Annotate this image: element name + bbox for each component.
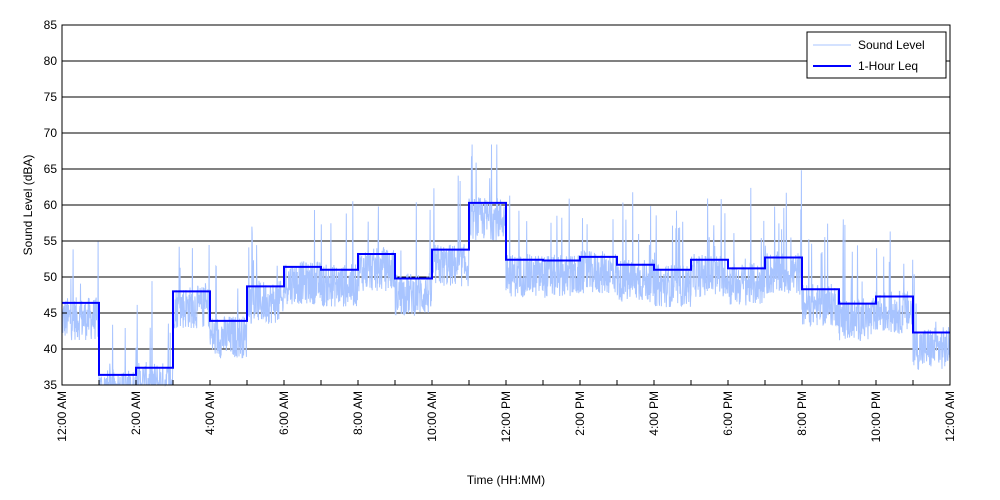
x-tick-label: 12:00 AM bbox=[55, 391, 69, 442]
y-axis-label: Sound Level (dBA) bbox=[21, 155, 35, 256]
x-tick-label: 6:00 AM bbox=[277, 391, 291, 435]
x-tick-label: 12:00 PM bbox=[499, 391, 513, 442]
legend-label-sound-level: Sound Level bbox=[858, 38, 925, 52]
x-tick-label: 4:00 AM bbox=[203, 391, 217, 435]
y-tick-label: 45 bbox=[44, 306, 58, 320]
x-axis-label: Time (HH:MM) bbox=[467, 473, 545, 487]
x-axis-ticks: 12:00 AM 2:00 AM 4:00 AM 6:00 AM 8:00 AM 10:0… bbox=[55, 380, 957, 442]
legend-box bbox=[806, 31, 947, 79]
x-tick-label: 4:00 PM bbox=[647, 391, 661, 436]
x-tick-label: 12:00 AM bbox=[943, 391, 957, 442]
y-axis-ticks: 35 40 45 50 55 60 65 70 75 80 85 bbox=[44, 18, 67, 392]
y-tick-label: 55 bbox=[44, 234, 58, 248]
leq-series bbox=[62, 201, 950, 376]
y-tick-label: 75 bbox=[44, 90, 58, 104]
y-tick-label: 85 bbox=[44, 18, 58, 32]
y-tick-label: 65 bbox=[44, 162, 58, 176]
y-tick-label: 35 bbox=[44, 378, 58, 392]
x-tick-label: 2:00 AM bbox=[129, 391, 143, 435]
legend-label-leq: 1-Hour Leq bbox=[858, 59, 918, 73]
x-tick-label: 2:00 PM bbox=[573, 391, 587, 436]
x-tick-label: 10:00 AM bbox=[425, 391, 439, 442]
x-tick-label: 6:00 PM bbox=[721, 391, 735, 436]
y-tick-label: 80 bbox=[44, 54, 58, 68]
legend: Sound Level 1-Hour Leq bbox=[806, 31, 947, 79]
x-tick-label: 8:00 AM bbox=[351, 391, 365, 435]
y-tick-label: 60 bbox=[44, 198, 58, 212]
leq-step-line bbox=[62, 201, 950, 376]
x-tick-label: 8:00 PM bbox=[795, 391, 809, 436]
x-tick-label: 10:00 PM bbox=[869, 391, 883, 442]
y-tick-label: 50 bbox=[44, 270, 58, 284]
y-tick-label: 70 bbox=[44, 126, 58, 140]
y-tick-label: 40 bbox=[44, 342, 58, 356]
